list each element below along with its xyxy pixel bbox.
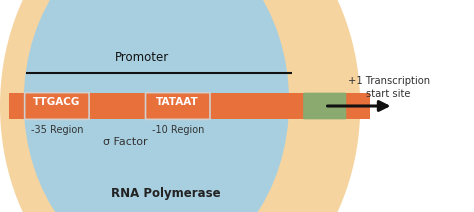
Text: +1 Transcription
start site: +1 Transcription start site <box>347 76 430 99</box>
FancyBboxPatch shape <box>146 93 210 119</box>
Ellipse shape <box>24 0 289 212</box>
Text: -35 Region: -35 Region <box>31 125 83 135</box>
Ellipse shape <box>0 0 360 212</box>
Text: σ Factor: σ Factor <box>103 137 148 147</box>
Text: Promoter: Promoter <box>115 51 169 64</box>
Bar <box>9 93 370 119</box>
FancyBboxPatch shape <box>303 93 346 119</box>
Text: TTGACG: TTGACG <box>33 97 81 107</box>
Text: RNA Polymerase: RNA Polymerase <box>111 187 221 201</box>
Text: TATAAT: TATAAT <box>156 97 199 107</box>
Text: -10 Region: -10 Region <box>152 125 204 135</box>
FancyBboxPatch shape <box>25 93 89 119</box>
